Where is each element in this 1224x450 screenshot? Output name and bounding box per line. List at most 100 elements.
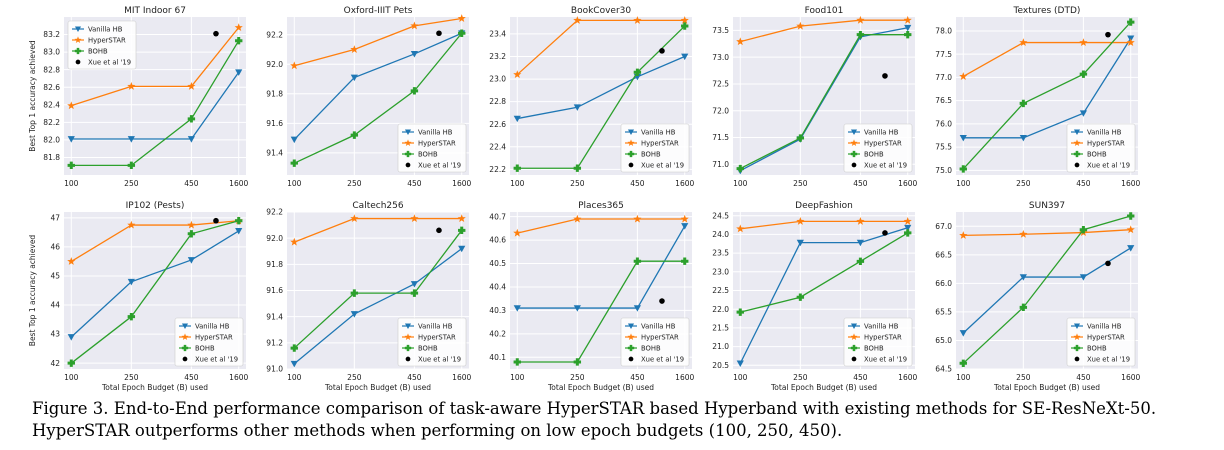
data-point-vanilla: [513, 305, 521, 312]
legend-marker: [75, 59, 81, 65]
data-point-bohb: [796, 293, 805, 301]
y-tick-label: 44: [50, 301, 60, 310]
data-point-bohb: [856, 257, 865, 266]
data-point-hyperstar: [1019, 38, 1028, 47]
data-point-hyperstar: [736, 37, 745, 46]
x-tick-label: 100: [510, 179, 525, 188]
legend-marker: [1073, 129, 1081, 136]
figure-caption: Figure 3. End-to-End performance compari…: [32, 398, 1202, 442]
data-point-vanilla: [681, 53, 689, 61]
legend-label: BOHB: [641, 345, 661, 353]
y-tick-label: 75.5: [935, 143, 952, 152]
x-tick-label: 450: [630, 179, 645, 188]
x-tick-label: 100: [733, 373, 748, 382]
legend: Vanilla HB HyperSTAR BOHB Xue et al '19: [1066, 317, 1136, 367]
subplot-title: Places365: [578, 201, 624, 211]
data-point-hyperstar: [350, 45, 359, 53]
legend-label: BOHB: [88, 48, 108, 56]
legend-label: Vanilla HB: [1087, 129, 1122, 137]
data-point-hyperstar: [796, 21, 805, 30]
y-tick-label: 82.0: [43, 135, 60, 144]
subplot-food101: 71.0 71.5 72.0 72.5 73.0 73.5 100 250 450 1600 Foo…: [712, 6, 917, 188]
subplot-title: Textures (DTD): [1013, 6, 1081, 16]
data-point-hyperstar: [457, 14, 466, 22]
x-axis-label: Total Epoch Budget (B) used: [770, 383, 877, 392]
legend-marker: [404, 139, 412, 146]
data-point-bohb: [959, 165, 967, 173]
data-point-bohb: [235, 37, 243, 45]
series-line-bohb: [962, 21, 1132, 170]
legend-marker: [181, 344, 189, 352]
data-point-bohb: [573, 164, 582, 172]
data-point-hyperstar: [513, 70, 522, 79]
y-tick-label: 91.6: [266, 286, 283, 295]
data-point-hyperstar: [410, 214, 419, 223]
data-point-vanilla: [290, 136, 298, 144]
series-line-hyperstar: [963, 229, 1131, 237]
data-point-hyperstar: [234, 23, 243, 32]
legend-marker: [851, 356, 857, 362]
data-point-bohb: [410, 87, 419, 95]
data-point-hyperstar: [680, 16, 689, 24]
subplot-title: SUN397: [1029, 201, 1065, 211]
legend: Vanilla HB HyperSTAR BOHB Xue et al '19: [620, 317, 690, 367]
y-tick-label: 82.4: [43, 100, 60, 109]
legend-label: HyperSTAR: [195, 334, 233, 342]
y-tick-label: 64.5: [935, 365, 952, 374]
x-tick-label: 450: [853, 179, 868, 188]
x-tick-label: 450: [853, 373, 868, 382]
y-tick-label: 91.8: [266, 89, 283, 98]
caption-line-2: HyperSTAR outperforms other methods when…: [32, 421, 843, 440]
data-point-vanilla: [67, 334, 75, 341]
data-point-hyperstar: [959, 72, 968, 80]
legend: Vanilla HB HyperSTAR BOHB Xue et al '19: [174, 317, 244, 367]
data-point-bohb: [290, 344, 298, 352]
y-tick-label: 22.0: [712, 305, 729, 314]
y-tick-label: 65.5: [935, 308, 952, 317]
legend-marker: [850, 129, 858, 136]
legend-label: HyperSTAR: [641, 334, 679, 342]
y-tick-label: 91.4: [266, 148, 283, 157]
y-tick-label: 77.0: [935, 73, 952, 82]
y-tick-label: 72.5: [712, 80, 729, 89]
legend-marker: [627, 129, 635, 136]
legend-marker: [850, 344, 858, 352]
legend-marker: [850, 150, 858, 158]
legend-label: Xue et al '19: [641, 162, 684, 170]
series-line-vanilla: [70, 230, 240, 338]
x-tick-label: 250: [793, 373, 808, 382]
y-tick-label: 78.0: [935, 27, 952, 36]
data-point-bohb: [513, 164, 521, 172]
legend-marker: [405, 162, 411, 168]
y-tick-label: 40.1: [489, 353, 506, 362]
y-tick-label: 24.5: [712, 211, 729, 220]
legend-label: HyperSTAR: [641, 140, 679, 148]
y-tick-label: 83.2: [43, 30, 60, 39]
legend-marker: [627, 139, 635, 146]
legend-marker: [627, 344, 635, 352]
legend: Vanilla HB HyperSTAR BOHB Xue et al '19: [843, 317, 913, 367]
data-point-bohb: [187, 115, 196, 123]
legend-marker: [74, 47, 82, 55]
legend-label: Xue et al '19: [418, 356, 461, 364]
y-tick-label: 91.6: [266, 119, 283, 128]
series-line-vanilla: [739, 27, 908, 172]
data-point-hyperstar: [457, 214, 466, 223]
data-point-bohb: [410, 289, 419, 297]
data-point-hyperstar: [1126, 38, 1135, 47]
legend-marker: [404, 344, 412, 352]
legend-marker: [404, 323, 412, 330]
y-tick-label: 40.2: [489, 329, 506, 338]
x-tick-label: 450: [407, 373, 422, 382]
legend-box: [620, 317, 690, 367]
y-tick-label: 77.5: [935, 50, 952, 59]
data-point-vanilla: [458, 245, 466, 253]
data-point-vanilla: [856, 239, 864, 247]
y-tick-label: 21.0: [712, 342, 729, 351]
legend-marker: [627, 323, 635, 330]
legend-label: Vanilla HB: [418, 129, 453, 137]
y-axis-label: Best Top 1 accuracy achieved: [28, 235, 37, 347]
legend-marker: [74, 26, 82, 33]
data-point-bohb: [350, 131, 359, 139]
y-tick-label: 42: [50, 359, 60, 368]
